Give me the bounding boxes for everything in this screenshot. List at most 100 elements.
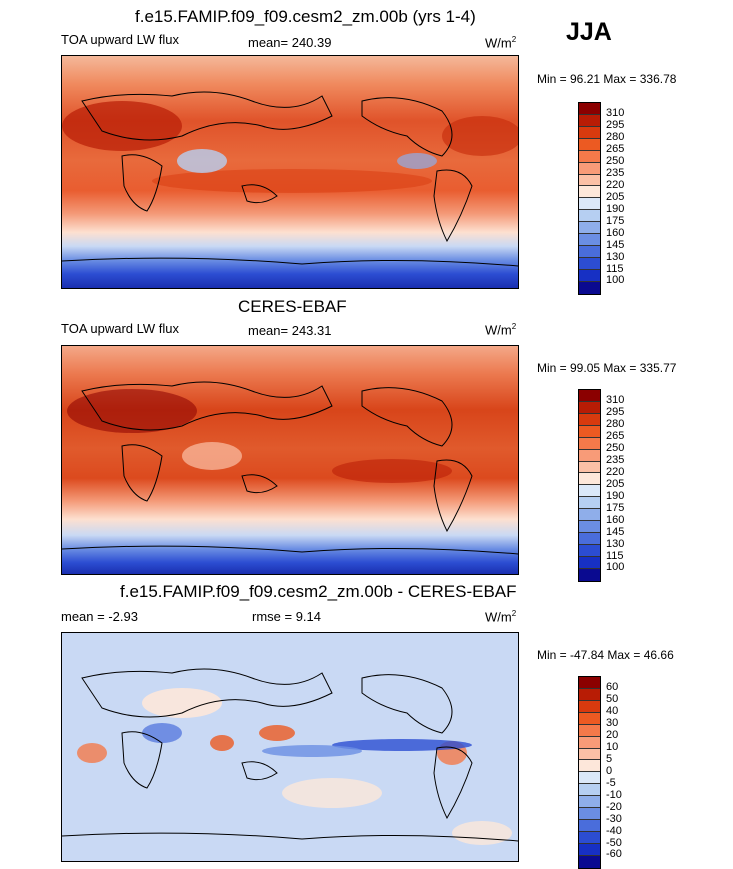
colorbar-tick-label: -40 — [606, 824, 622, 837]
colorbar-tick-label: -60 — [606, 848, 622, 861]
colorbar-tick-label: 235 — [606, 167, 625, 180]
colorbar-tick-label: -20 — [606, 800, 622, 813]
colorbar-box — [579, 390, 600, 402]
colorbar-tick-label: 280 — [606, 418, 625, 431]
colorbar-box — [579, 736, 600, 749]
colorbar-box — [579, 138, 600, 151]
colorbar-box — [579, 150, 600, 163]
colorbar-tick-label: 130 — [606, 537, 625, 550]
colorbar-tick-label: 190 — [606, 489, 625, 502]
colorbar-tick-label: 280 — [606, 131, 625, 144]
colorbar-tick-label: 205 — [606, 477, 625, 490]
colorbar-box — [579, 544, 600, 557]
panel-2-title: CERES-EBAF — [238, 297, 347, 316]
colorbar-tick-label: 30 — [606, 717, 619, 730]
panel-2-map-field — [62, 346, 518, 574]
colorbar-box — [579, 162, 600, 175]
panel-2-colorbar — [578, 389, 601, 582]
panel-3-title: f.e15.FAMIP.f09_f09.cesm2_zm.00b - CERES… — [120, 582, 517, 601]
colorbar-box — [579, 808, 600, 821]
colorbar-box — [579, 437, 600, 450]
colorbar-tick-label: 220 — [606, 179, 625, 191]
colorbar-tick-label: 130 — [606, 250, 625, 263]
colorbar-tick-label: 310 — [606, 394, 625, 407]
colorbar-box — [579, 222, 600, 235]
colorbar-box — [579, 114, 600, 127]
colorbar-box — [579, 724, 600, 737]
colorbar-box — [579, 413, 600, 426]
colorbar-box — [579, 509, 600, 522]
panel-1-units: W/m2 — [485, 35, 517, 51]
colorbar-tick-label: 175 — [606, 214, 625, 227]
colorbar-tick-label: 60 — [606, 681, 619, 694]
colorbar-tick-label: 160 — [606, 226, 625, 239]
panel-1-colorbar — [578, 102, 601, 295]
colorbar-tick-label: 235 — [606, 454, 625, 467]
panel-3-map-field — [62, 633, 518, 861]
colorbar-box — [579, 521, 600, 534]
colorbar-tick-label: 250 — [606, 442, 625, 455]
colorbar-box — [579, 712, 600, 725]
colorbar-box — [579, 677, 600, 689]
panel-3-mean-label: mean = -2.93 — [61, 609, 138, 624]
colorbar-box — [579, 485, 600, 498]
panel-2-mean-label: mean= 243.31 — [248, 323, 332, 338]
colorbar-box — [579, 198, 600, 211]
panel-2-minmax: Min = 99.05 Max = 335.77 — [537, 361, 677, 375]
colorbar-box — [579, 843, 600, 856]
colorbar-tick-label: -50 — [606, 836, 622, 849]
panel-3-colorbar — [578, 676, 601, 869]
colorbar-tick-label: 100 — [606, 561, 625, 574]
colorbar-tick-label: 295 — [606, 119, 625, 132]
colorbar-box — [579, 855, 600, 868]
panel-1-variable-label: TOA upward LW flux — [61, 32, 180, 47]
colorbar-box — [579, 246, 600, 258]
colorbar-box — [579, 688, 600, 701]
colorbar-box — [579, 234, 600, 247]
colorbar-box — [579, 497, 600, 510]
colorbar-box — [579, 820, 600, 832]
colorbar-box — [579, 796, 600, 809]
colorbar-box — [579, 401, 600, 414]
colorbar-box — [579, 461, 600, 474]
colorbar-box — [579, 174, 600, 187]
colorbar-tick-label: -30 — [606, 812, 622, 825]
colorbar-tick-label: 100 — [606, 274, 625, 287]
panel-3-minmax: Min = -47.84 Max = 46.66 — [537, 648, 674, 662]
colorbar-tick-label: 115 — [606, 549, 624, 562]
colorbar-box — [579, 103, 600, 115]
colorbar-tick-label: -10 — [606, 788, 622, 801]
colorbar-tick-label: 205 — [606, 190, 625, 203]
colorbar-box — [579, 568, 600, 581]
colorbar-box — [579, 473, 600, 486]
colorbar-box — [579, 760, 600, 773]
colorbar-box — [579, 784, 600, 797]
colorbar-box — [579, 772, 600, 785]
panel-2-units: W/m2 — [485, 322, 517, 338]
colorbar-tick-label: 20 — [606, 729, 619, 742]
panel-3-map — [61, 632, 519, 862]
colorbar-box — [579, 425, 600, 438]
panel-1-map — [61, 55, 519, 289]
colorbar-tick-label: 310 — [606, 107, 625, 120]
colorbar-tick-label: 0 — [606, 764, 613, 777]
colorbar-tick-label: 10 — [606, 741, 619, 754]
colorbar-tick-label: -5 — [606, 776, 616, 789]
panel-1-map-field — [62, 56, 518, 288]
colorbar-tick-label: 5 — [606, 753, 613, 765]
panel-1-minmax: Min = 96.21 Max = 336.78 — [537, 72, 677, 86]
colorbar-box — [579, 210, 600, 223]
colorbar-tick-label: 190 — [606, 202, 625, 215]
colorbar-box — [579, 748, 600, 761]
colorbar-box — [579, 269, 600, 282]
colorbar-tick-label: 145 — [606, 525, 625, 538]
panel-2-variable-label: TOA upward LW flux — [61, 321, 180, 336]
colorbar-box — [579, 831, 600, 844]
colorbar-tick-label: 145 — [606, 238, 625, 251]
colorbar-tick-label: 220 — [606, 466, 625, 478]
colorbar-tick-label: 265 — [606, 430, 625, 443]
colorbar-tick-label: 160 — [606, 513, 625, 526]
panel-1-title: f.e15.FAMIP.f09_f09.cesm2_zm.00b (yrs 1-… — [135, 7, 476, 26]
panel-3-units: W/m2 — [485, 609, 517, 625]
colorbar-box — [579, 533, 600, 545]
